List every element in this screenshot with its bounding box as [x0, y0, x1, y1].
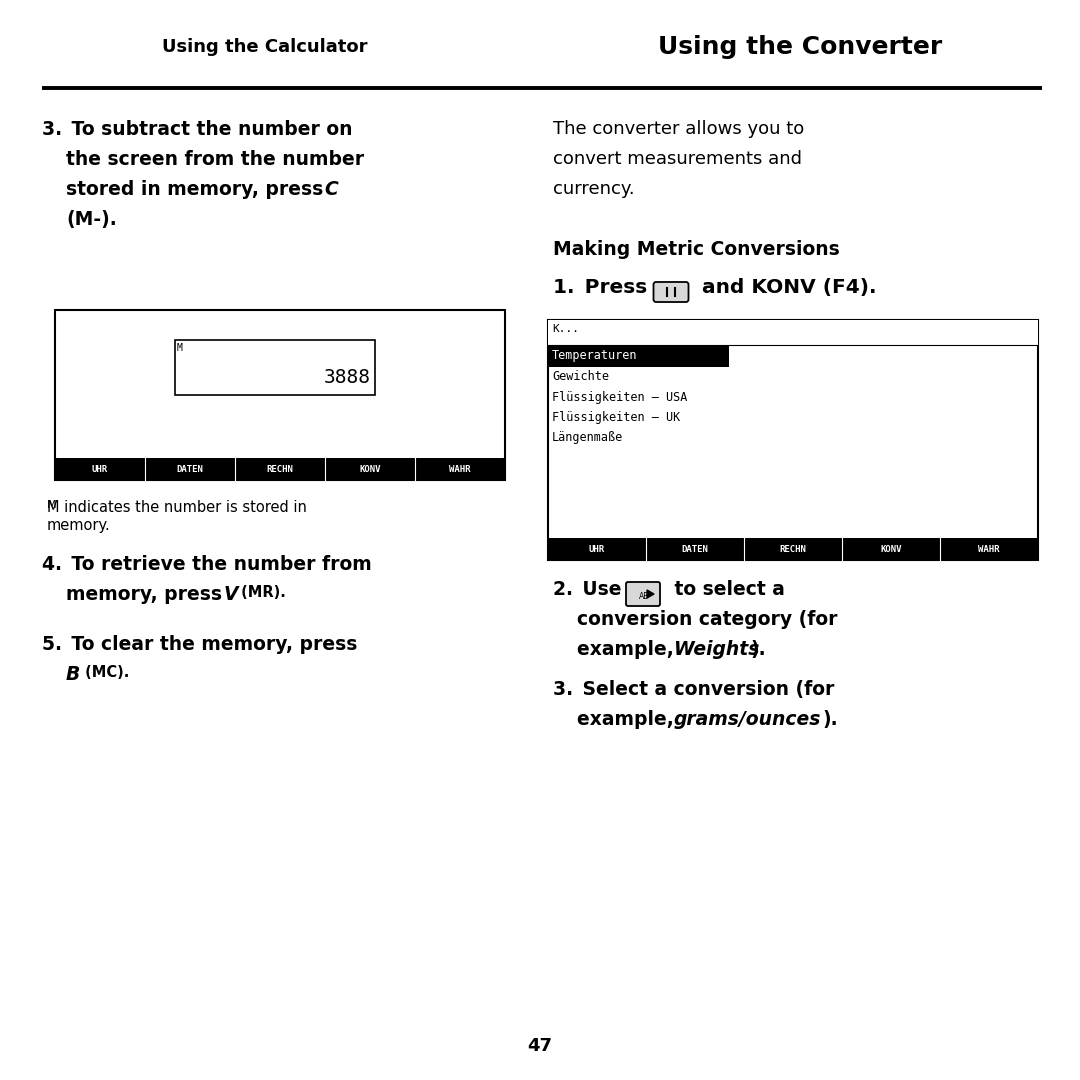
Text: RECHN: RECHN	[267, 464, 294, 473]
Text: Temperaturen: Temperaturen	[552, 350, 637, 363]
Text: 3. To subtract the number on: 3. To subtract the number on	[42, 120, 352, 139]
Polygon shape	[647, 590, 654, 598]
Text: ).: ).	[822, 710, 838, 729]
Text: The converter allows you to: The converter allows you to	[553, 120, 805, 138]
Text: RECHN: RECHN	[780, 544, 807, 553]
Text: B: B	[66, 665, 80, 684]
Bar	[548, 320, 1038, 345]
Text: (MR).: (MR).	[237, 585, 286, 600]
Bar	[548, 538, 1038, 561]
Text: KONV: KONV	[360, 464, 381, 473]
FancyBboxPatch shape	[626, 582, 660, 606]
Text: M: M	[177, 343, 183, 353]
Bar	[55, 310, 505, 480]
Text: DATEN: DATEN	[176, 464, 203, 473]
Text: WAHR: WAHR	[449, 464, 471, 473]
Text: UHR: UHR	[92, 464, 108, 473]
Text: ).: ).	[750, 640, 766, 659]
Text: memory.: memory.	[48, 518, 111, 534]
Text: and KONV (F4).: and KONV (F4).	[696, 278, 877, 297]
Text: 47: 47	[527, 1037, 553, 1055]
Text: KONV: KONV	[880, 544, 902, 553]
Text: the screen from the number: the screen from the number	[66, 150, 364, 168]
Text: AB: AB	[639, 592, 649, 600]
Text: M: M	[48, 500, 56, 510]
Text: (MC).: (MC).	[80, 665, 130, 680]
Text: 1. Press: 1. Press	[553, 278, 654, 297]
Text: UHR: UHR	[589, 544, 605, 553]
Text: 4. To retrieve the number from: 4. To retrieve the number from	[42, 555, 372, 573]
Text: Gewichte: Gewichte	[552, 370, 609, 383]
Text: Flüssigkeiten – UK: Flüssigkeiten – UK	[552, 410, 680, 423]
Text: Making Metric Conversions: Making Metric Conversions	[553, 240, 840, 259]
Text: currency.: currency.	[553, 180, 635, 198]
Text: conversion category (for: conversion category (for	[577, 610, 837, 629]
Text: 3888: 3888	[324, 368, 372, 387]
Text: Flüssigkeiten – USA: Flüssigkeiten – USA	[552, 391, 687, 404]
Text: example,: example,	[577, 710, 680, 729]
Text: convert measurements and: convert measurements and	[553, 150, 802, 168]
Text: to select a: to select a	[669, 580, 785, 599]
Text: stored in memory, press: stored in memory, press	[66, 180, 329, 199]
Text: 3. Select a conversion (for: 3. Select a conversion (for	[553, 680, 835, 699]
Text: Weights: Weights	[674, 640, 759, 659]
Text: K...: K...	[552, 324, 579, 334]
Text: Using the Calculator: Using the Calculator	[162, 38, 368, 56]
Text: WAHR: WAHR	[978, 544, 1000, 553]
Text: grams/ounces: grams/ounces	[674, 710, 822, 729]
Text: V: V	[224, 585, 239, 604]
Text: M indicates the number is stored in: M indicates the number is stored in	[48, 500, 307, 515]
Text: example,: example,	[577, 640, 680, 659]
Text: memory, press: memory, press	[66, 585, 229, 604]
Text: (M-).: (M-).	[66, 210, 117, 229]
Bar	[55, 458, 505, 480]
Text: C: C	[324, 180, 338, 199]
Text: DATEN: DATEN	[681, 544, 708, 553]
Text: Längenmaße: Längenmaße	[552, 431, 623, 444]
Text: Using the Converter: Using the Converter	[658, 35, 942, 59]
Text: 2. Use: 2. Use	[553, 580, 627, 599]
FancyBboxPatch shape	[653, 282, 689, 302]
Text: 5. To clear the memory, press: 5. To clear the memory, press	[42, 635, 357, 654]
Bar	[548, 320, 1038, 561]
Bar	[548, 345, 729, 367]
Bar	[175, 340, 375, 395]
